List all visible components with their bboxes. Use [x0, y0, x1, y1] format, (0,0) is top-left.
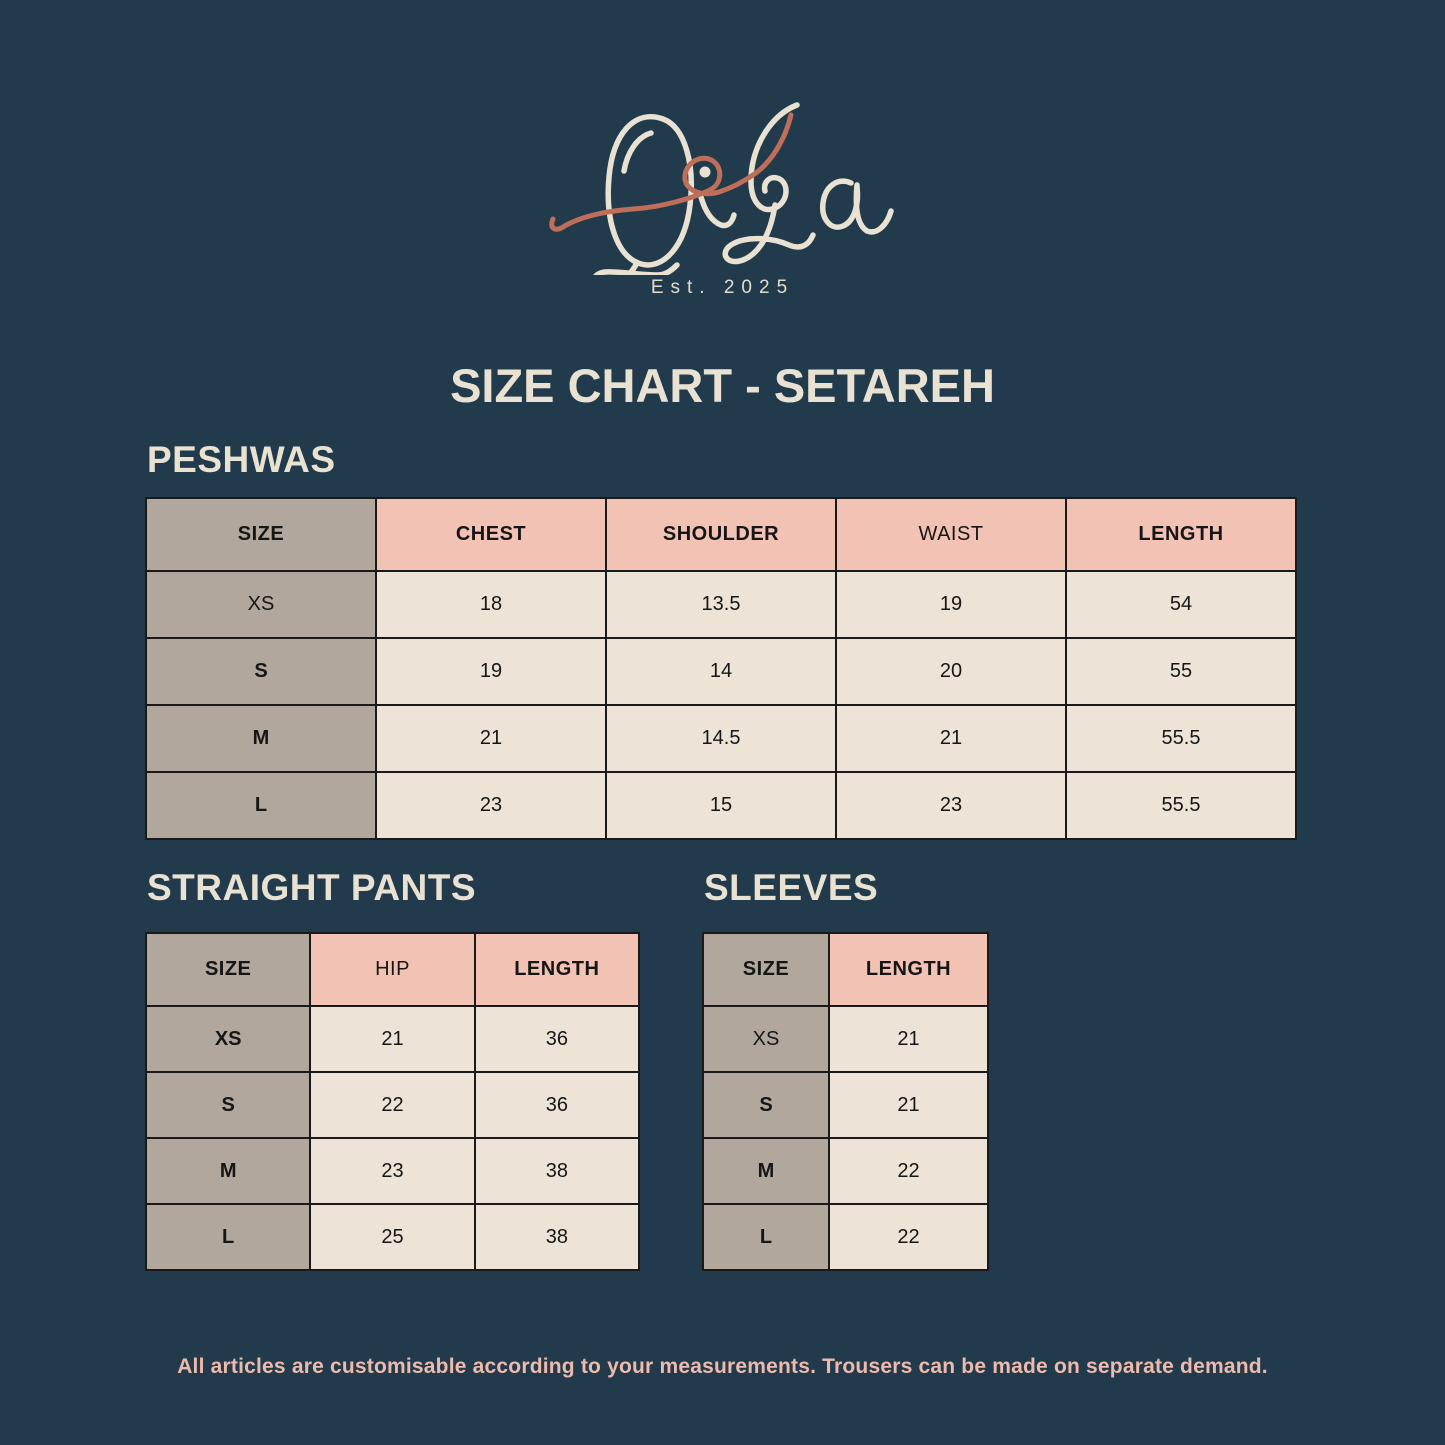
size-label-cell: M: [702, 1137, 830, 1205]
measurement-cell: 55.5: [1065, 704, 1297, 773]
qisa-logo: [548, 102, 894, 275]
footer-note: All articles are customisable according …: [177, 1355, 1268, 1378]
size-label-cell: L: [702, 1203, 830, 1271]
measurement-cell: 55: [1065, 637, 1297, 706]
size-label-cell: XS: [702, 1005, 830, 1073]
table-row: M 21 14.5 21 55.5: [145, 704, 1297, 773]
header-row: SIZE LENGTH: [702, 932, 989, 1007]
table-row: S 19 14 20 55: [145, 637, 1297, 706]
table-row: XS 18 13.5 19 54: [145, 570, 1297, 639]
size-label-cell: S: [144, 1071, 312, 1139]
measurement-cell: 36: [473, 1071, 641, 1139]
section-sleeves: SLEEVES SIZE LENGTH XS 21 S 21 M 22 L 22: [702, 868, 989, 1271]
column-header-chest: CHEST: [375, 497, 607, 572]
measurement-cell: 25: [309, 1203, 476, 1271]
measurement-cell: 36: [473, 1005, 641, 1073]
column-header-length: LENGTH: [473, 932, 641, 1007]
measurement-cell: 23: [309, 1137, 476, 1205]
measurement-cell: 21: [375, 704, 607, 773]
section-heading-peshwas: PESHWAS: [147, 439, 336, 480]
measurement-cell: 19: [375, 637, 607, 706]
column-header-hip: HIP: [309, 932, 476, 1007]
measurement-cell: 38: [473, 1203, 641, 1271]
straight-pants-size-table: SIZE HIP LENGTH XS 21 36 S 22 36 M 23 38 L 25 38: [144, 932, 641, 1271]
size-label-cell: XS: [145, 570, 377, 639]
measurement-cell: 55.5: [1065, 771, 1297, 840]
table-row: M 23 38: [144, 1137, 641, 1205]
size-label-cell: XS: [144, 1005, 312, 1073]
measurement-cell: 21: [835, 704, 1067, 773]
size-label-cell: S: [145, 637, 377, 706]
measurement-cell: 21: [828, 1005, 989, 1073]
measurement-cell: 21: [828, 1071, 989, 1139]
peshwas-size-table: SIZE CHEST SHOULDER WAIST LENGTH XS 18 13.5 19 5…: [145, 497, 1297, 840]
column-header-size: SIZE: [702, 932, 830, 1007]
table-row: XS 21: [702, 1005, 989, 1073]
measurement-cell: 21: [309, 1005, 476, 1073]
measurement-cell: 23: [835, 771, 1067, 840]
column-header-length: LENGTH: [1065, 497, 1297, 572]
measurement-cell: 18: [375, 570, 607, 639]
size-label-cell: M: [144, 1137, 312, 1205]
table-row: S 22 36: [144, 1071, 641, 1139]
measurement-cell: 54: [1065, 570, 1297, 639]
measurement-cell: 19: [835, 570, 1067, 639]
size-label-cell: S: [702, 1071, 830, 1139]
logo-established-text: Est. 2025: [650, 277, 795, 298]
measurement-cell: 14.5: [605, 704, 837, 773]
measurement-cell: 14: [605, 637, 837, 706]
table-row: L 25 38: [144, 1203, 641, 1271]
table-row: M 22: [702, 1137, 989, 1205]
section-bottom-tables: STRAIGHT PANTS SIZE HIP LENGTH XS 21 36 S 22 36…: [144, 867, 989, 1271]
header-row: SIZE HIP LENGTH: [144, 932, 641, 1007]
size-label-cell: M: [145, 704, 377, 773]
measurement-cell: 22: [828, 1137, 989, 1205]
measurement-cell: 13.5: [605, 570, 837, 639]
table-row: L 22: [702, 1203, 989, 1271]
column-header-shoulder: SHOULDER: [605, 497, 837, 572]
measurement-cell: 20: [835, 637, 1067, 706]
column-header-length: LENGTH: [828, 932, 989, 1007]
size-label-cell: L: [145, 771, 377, 840]
page-title: SIZE CHART - SETAREH: [450, 359, 995, 412]
brand-logo-block: Est. 2025: [0, 85, 1445, 299]
section-heading-straight-pants: STRAIGHT PANTS: [147, 867, 477, 908]
size-label-cell: L: [144, 1203, 312, 1271]
section-straight-pants: STRAIGHT PANTS SIZE HIP LENGTH XS 21 36 S 22 36…: [144, 867, 641, 1271]
sleeves-size-table: SIZE LENGTH XS 21 S 21 M 22 L 22: [702, 932, 989, 1271]
section-peshwas: PESHWAS SIZE CHEST SHOULDER WAIST LENGTH XS 1…: [145, 440, 1297, 840]
measurement-cell: 22: [828, 1203, 989, 1271]
logo-swirl: [548, 112, 793, 232]
column-header-waist: WAIST: [835, 497, 1067, 572]
section-heading-sleeves: SLEEVES: [704, 867, 879, 908]
column-header-size: SIZE: [145, 497, 377, 572]
measurement-cell: 38: [473, 1137, 641, 1205]
table-row: XS 21 36: [144, 1005, 641, 1073]
table-row: L 23 15 23 55.5: [145, 771, 1297, 840]
measurement-cell: 23: [375, 771, 607, 840]
measurement-cell: 15: [605, 771, 837, 840]
table-row: S 21: [702, 1071, 989, 1139]
column-header-size: SIZE: [144, 932, 312, 1007]
logo-script-qisa: [592, 102, 894, 275]
header-row: SIZE CHEST SHOULDER WAIST LENGTH: [145, 497, 1297, 572]
measurement-cell: 22: [309, 1071, 476, 1139]
